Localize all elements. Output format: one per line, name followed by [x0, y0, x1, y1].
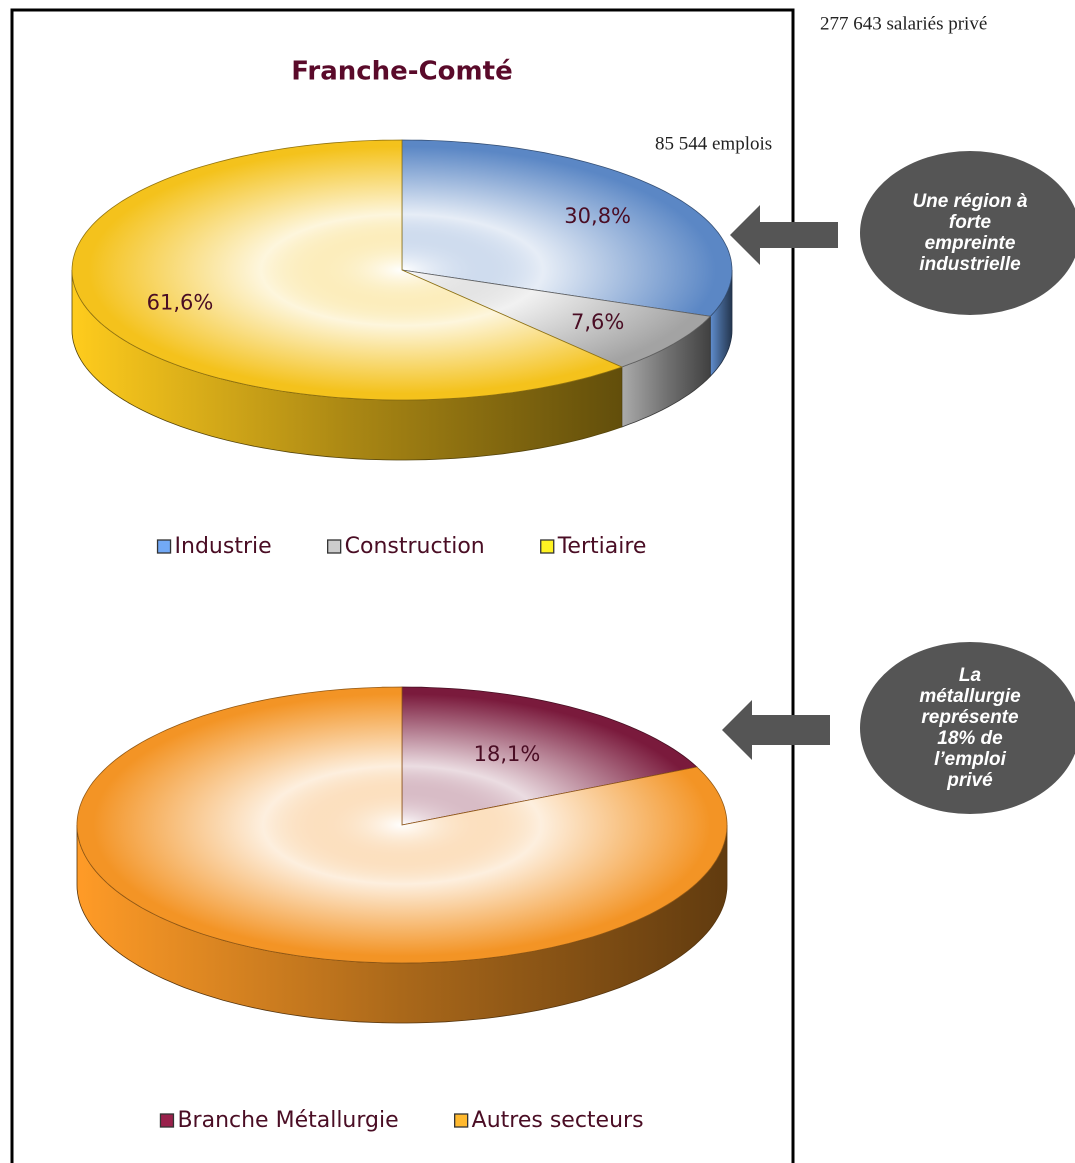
annotation: 277 643 salariés privé: [820, 13, 987, 34]
legend-swatch: [454, 1113, 469, 1128]
data-label: 18,1%: [474, 742, 541, 766]
data-label: 30,8%: [564, 204, 631, 228]
slice-shade: [76, 686, 728, 964]
arrow: [730, 205, 838, 265]
legend-label: Industrie: [175, 534, 272, 559]
legend-swatch: [156, 539, 172, 554]
frame: [10, 8, 795, 1163]
legend-swatch: [327, 539, 342, 554]
legend-swatch: [159, 1113, 175, 1128]
callout: La métallurgie représente 18% de l’emplo…: [919, 665, 1021, 791]
callout: Une région à forte empreinte industriell…: [912, 191, 1028, 275]
legend-label: Autres secteurs: [472, 1108, 644, 1133]
callout-bubble: [860, 151, 1075, 315]
arrow: [722, 700, 830, 760]
callout-text: Une région à forte empreinte industriell…: [912, 191, 1028, 275]
slice-shade: [401, 686, 698, 826]
slice-shade: [401, 269, 712, 368]
callout-text: La métallurgie représente 18% de l’emplo…: [919, 665, 1021, 791]
data-label: 61,6%: [147, 290, 214, 314]
legend-label: Tertiaire: [557, 534, 647, 559]
chart-title: Franche-Comté: [291, 57, 512, 87]
data-label: 7,6%: [571, 310, 624, 334]
legend-label: Construction: [345, 534, 485, 559]
legend-swatch: [540, 539, 555, 554]
slice-shade: [71, 139, 623, 401]
annotation: 85 544 emplois: [655, 133, 772, 154]
slice-shade: [401, 139, 733, 317]
callout-bubble: [860, 642, 1075, 814]
legend-label: Branche Métallurgie: [177, 1108, 398, 1133]
